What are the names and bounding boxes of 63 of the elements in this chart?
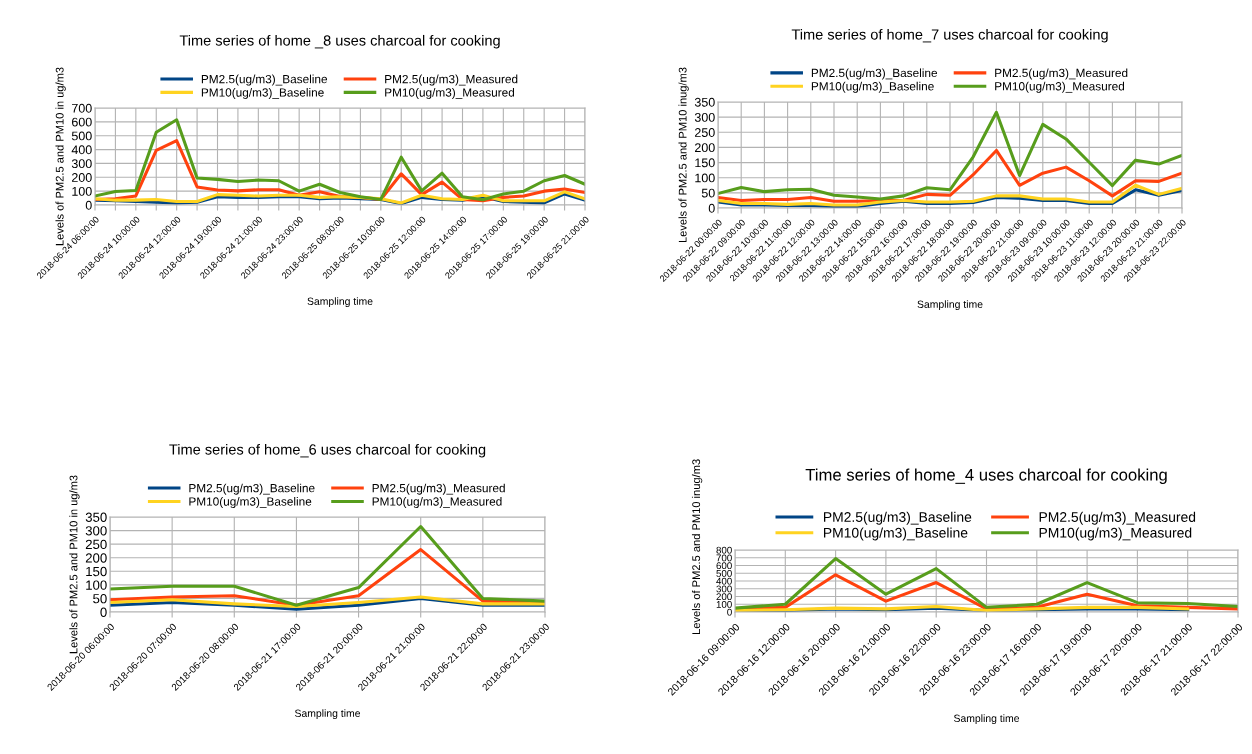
- y-axis-title: Levels of PM2.5 and PM10 inug/m3: [678, 67, 689, 243]
- line-series: [718, 110, 1182, 201]
- legend-label: PM10(ug/m3)_Baseline: [189, 497, 312, 509]
- y-tick-label: 200: [85, 553, 107, 563]
- y-tick-label: 100: [695, 173, 715, 183]
- y-tick-label: 400: [716, 577, 732, 585]
- x-axis-title: Sampling time: [294, 709, 361, 720]
- legend-label: PM10(ug/m3)_Measured: [385, 87, 515, 99]
- y-tick-label: 50: [701, 188, 715, 198]
- y-tick-label: 500: [716, 569, 732, 577]
- y-tick-label: 100: [86, 580, 107, 590]
- legend-label: PM10(ug/m3)_Measured: [1039, 527, 1192, 541]
- y-tick-label: 200: [72, 173, 92, 182]
- legend-label: PM2.5(ug/m3)_Measured: [1039, 511, 1196, 525]
- legend-label: PM10(ug/m3)_Baseline: [201, 87, 324, 99]
- y-tick-label: 350: [694, 97, 715, 107]
- legend-label: PM10(ug/m3)_Baseline: [824, 527, 968, 541]
- legend-label: PM10(ug/m3)_Measured: [995, 81, 1125, 93]
- y-tick-label: 200: [716, 593, 732, 601]
- y-tick-label: 150: [695, 158, 715, 168]
- legend-label: PM2.5(ug/m3)_Measured: [995, 68, 1128, 80]
- y-axis-title: Levels of PM2.5 and PM10 in ug/m3: [69, 475, 80, 654]
- y-tick-label: 600: [72, 117, 92, 127]
- y-tick-label: 250: [695, 128, 715, 137]
- legend-label: PM10(ug/m3)_Measured: [372, 497, 502, 509]
- y-tick-label: 150: [86, 566, 107, 577]
- chart-title: Time series of home_6 uses charcoal for cooking: [169, 443, 486, 458]
- y-tick-label: 250: [85, 539, 107, 550]
- y-tick-label: 300: [85, 526, 107, 536]
- y-tick-label: 50: [93, 594, 107, 604]
- x-axis-title: Sampling time: [307, 297, 373, 308]
- y-tick-label: 800: [716, 546, 732, 554]
- line-series: [110, 524, 545, 607]
- legend-label: PM2.5(ug/m3)_Baseline: [811, 68, 938, 80]
- y-tick-label: 400: [71, 145, 92, 155]
- y-tick-label: 300: [71, 159, 92, 169]
- legend-label: PM2.5(ug/m3)_Measured: [372, 483, 505, 495]
- x-axis-title: Sampling time: [917, 300, 983, 311]
- y-tick-label: 500: [71, 131, 92, 141]
- y-tick-label: 700: [72, 103, 92, 113]
- y-tick-label: 0: [708, 203, 715, 213]
- chart-title: Time series of home _8 uses charcoal for cooking: [179, 34, 500, 49]
- y-tick-label: 300: [716, 585, 732, 593]
- legend-label: PM2.5(ug/m3)_Measured: [385, 74, 518, 86]
- y-tick-label: 200: [695, 143, 715, 153]
- y-tick-label: 700: [716, 554, 732, 562]
- line-series: [718, 148, 1182, 203]
- legend-label: PM10(ug/m3)_Baseline: [811, 81, 934, 93]
- legend-label: PM2.5(ug/m3)_Baseline: [824, 511, 972, 525]
- legend-label: PM2.5(ug/m3)_Baseline: [189, 483, 315, 495]
- x-axis-title: Sampling time: [953, 714, 1020, 725]
- y-tick-label: 350: [85, 512, 107, 522]
- chart-title: Time series of home_4 uses charcoal for cooking: [805, 468, 1167, 485]
- y-tick-label: 0: [727, 608, 732, 616]
- y-axis-title: Levels of PM2.5 and PM10 inug/m3: [691, 459, 703, 634]
- legend-label: PM2.5(ug/m3)_Baseline: [201, 74, 328, 86]
- y-tick-label: 0: [85, 200, 92, 210]
- y-tick-label: 0: [100, 607, 107, 617]
- y-tick-label: 600: [716, 562, 732, 570]
- chart-title: Time series of home_7 uses charcoal for cooking: [791, 28, 1108, 43]
- y-tick-label: 100: [72, 186, 92, 196]
- y-tick-label: 300: [694, 112, 715, 122]
- y-tick-label: 100: [716, 600, 732, 608]
